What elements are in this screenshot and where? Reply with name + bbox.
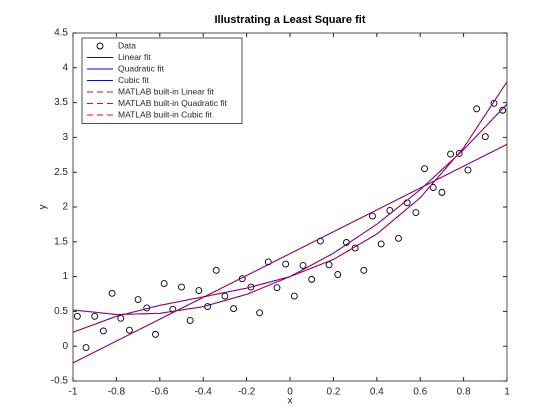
data-point xyxy=(369,212,376,220)
data-point xyxy=(256,309,264,317)
y-tick-label: -0.5 xyxy=(51,376,69,387)
data-point xyxy=(134,296,142,304)
chart-title: Illustrating a Least Square fit xyxy=(215,14,366,26)
data-point xyxy=(152,330,159,338)
data-point xyxy=(412,209,420,217)
data-point xyxy=(73,312,81,320)
x-tick-label: 0.4 xyxy=(370,387,384,398)
data-point xyxy=(195,287,203,294)
legend-label: MATLAB built-in Linear fit xyxy=(118,86,214,96)
y-tick-label: 1.5 xyxy=(54,236,68,247)
x-tick-label: 0 xyxy=(287,387,293,398)
data-point xyxy=(429,184,437,191)
data-point xyxy=(247,283,255,291)
x-tick-label: -0.2 xyxy=(238,387,256,398)
y-tick-label: 4 xyxy=(62,62,68,73)
data-point xyxy=(290,292,298,300)
data-point xyxy=(230,305,238,313)
data-point xyxy=(464,166,472,174)
y-tick-label: 4.5 xyxy=(54,28,68,39)
y-tick-label: 0 xyxy=(62,341,68,352)
y-axis-label: y xyxy=(38,205,49,210)
legend-label: Data xyxy=(118,40,136,50)
data-point xyxy=(360,266,368,274)
y-tick-label: 2 xyxy=(62,202,68,213)
x-tick-label: 0.8 xyxy=(457,387,471,398)
data-point xyxy=(473,105,481,113)
legend-label: Quadratic fit xyxy=(118,63,164,73)
data-point xyxy=(221,292,229,300)
plot xyxy=(73,81,507,364)
x-tick-label: -0.8 xyxy=(108,387,126,398)
data-point xyxy=(421,165,428,173)
x-axis-label: x xyxy=(288,396,293,407)
y-tick-label: 1 xyxy=(62,271,68,282)
x-tick-label: -1 xyxy=(69,387,78,398)
data-point xyxy=(99,327,107,335)
x-tick-label: 0.2 xyxy=(326,387,340,398)
legend-label: Linear fit xyxy=(118,52,151,62)
data-point xyxy=(282,260,290,268)
data-point xyxy=(160,280,168,288)
data-point xyxy=(299,262,307,269)
legend-marker xyxy=(96,42,104,50)
data-point xyxy=(438,188,446,196)
legend-label: Cubic fit xyxy=(118,75,149,85)
legend-label: MATLAB built-in Quadratic fit xyxy=(118,98,228,108)
fit-line xyxy=(73,81,507,333)
y-tick-label: 0.5 xyxy=(54,306,68,317)
data-point xyxy=(499,106,507,114)
axes-box xyxy=(72,32,508,382)
x-tick-label: 1 xyxy=(504,387,510,398)
data-point xyxy=(377,240,385,248)
x-tick-label: 0.6 xyxy=(413,387,427,398)
x-tick-label: -0.4 xyxy=(195,387,213,398)
y-tick-label: 3 xyxy=(62,132,68,143)
data-point xyxy=(334,271,342,278)
data-point xyxy=(395,234,402,242)
data-point xyxy=(108,289,116,297)
data-point xyxy=(82,344,90,352)
data-point xyxy=(125,326,133,334)
data-point xyxy=(325,261,333,269)
data-point xyxy=(91,312,99,320)
data-point xyxy=(212,266,220,274)
y-tick-label: 3.5 xyxy=(54,97,68,108)
data-point xyxy=(455,149,463,157)
y-tick-label: 2.5 xyxy=(54,167,68,178)
data-point xyxy=(178,283,185,291)
data-point xyxy=(273,284,281,292)
x-tick-label: -0.6 xyxy=(151,387,169,398)
data-point xyxy=(490,99,498,107)
data-point xyxy=(447,150,455,158)
legend-label: MATLAB built-in Cubic fit xyxy=(118,109,212,119)
data-point xyxy=(186,316,194,324)
data-point xyxy=(308,275,316,283)
data-point xyxy=(481,133,489,141)
